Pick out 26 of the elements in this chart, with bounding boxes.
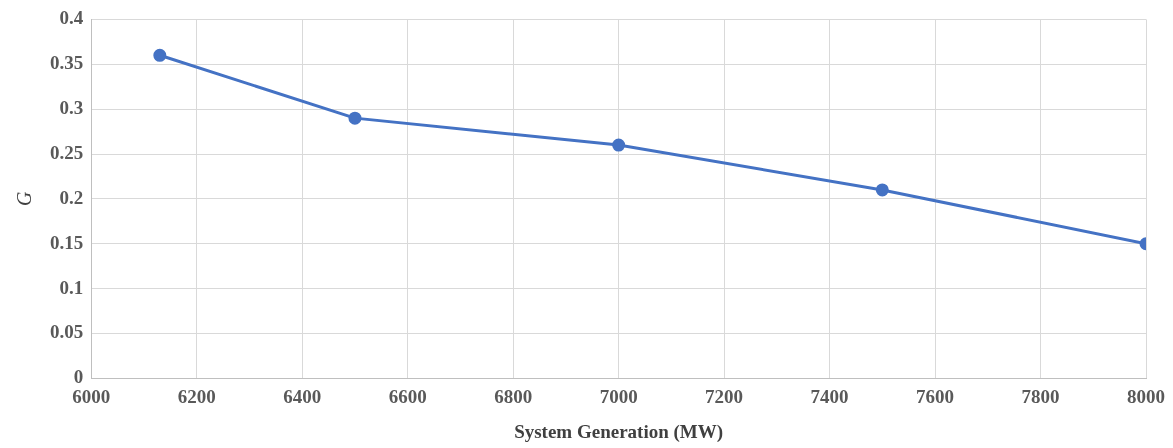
x-tick-label: 7200 <box>705 385 744 407</box>
point <box>875 183 889 197</box>
y-tick-label: 0.1 <box>59 276 84 298</box>
x-tick-label: 6000 <box>72 385 111 407</box>
y-tick-label: 0.05 <box>50 321 84 343</box>
x-tick-label: 6200 <box>177 385 216 407</box>
x-tick-label: 6400 <box>283 385 322 407</box>
point <box>612 138 626 152</box>
y-tick-label: 0.3 <box>59 97 84 119</box>
x-tick-label: 6600 <box>388 385 427 407</box>
y-tick-label: 0.2 <box>59 186 84 208</box>
y-tick-label: 0.4 <box>59 7 84 29</box>
x-tick-label: 7400 <box>810 385 849 407</box>
x-tick-label: 7600 <box>916 385 955 407</box>
x-tick-label: 7800 <box>1021 385 1060 407</box>
point <box>348 111 362 125</box>
x-axis-title: System Generation (MW) <box>514 420 724 443</box>
point <box>153 48 167 62</box>
y-tick-label: 0.25 <box>50 141 84 163</box>
x-tick-label: 8000 <box>1127 385 1165 407</box>
y-tick-label: 0.15 <box>50 231 84 253</box>
y-axis-title: G <box>13 191 36 207</box>
x-tick-label: 7000 <box>599 385 638 407</box>
y-tick-label: 0 <box>73 366 84 388</box>
x-tick-label: 6800 <box>494 385 533 407</box>
y-tick-label: 0.35 <box>50 52 84 74</box>
